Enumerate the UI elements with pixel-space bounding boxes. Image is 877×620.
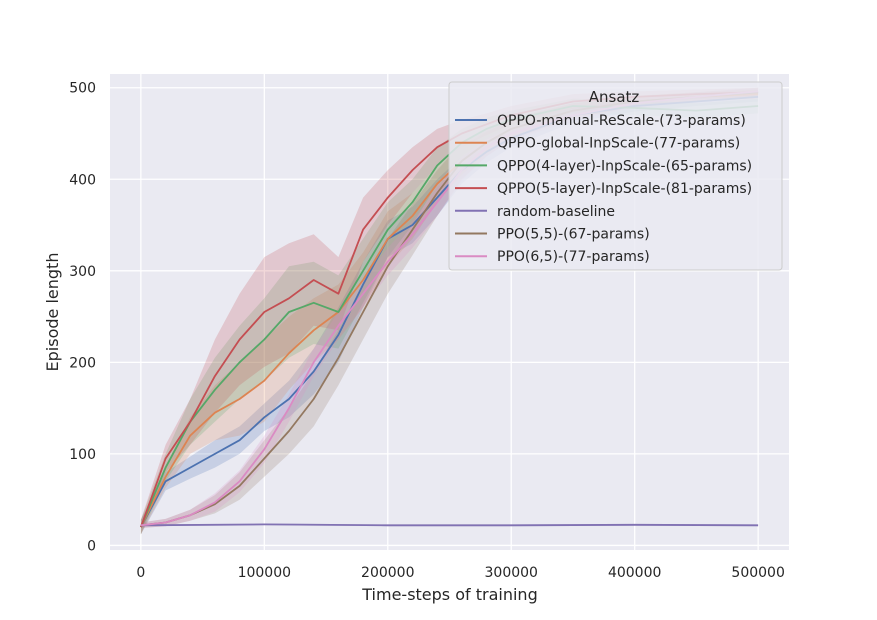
legend-label: PPO(5,5)-(67-params) <box>497 227 650 243</box>
y-tick-labels: 0 100 200 300 400 500 <box>69 81 96 555</box>
y-tick-label: 0 <box>87 538 96 554</box>
x-tick-label: 200000 <box>361 565 414 581</box>
legend-label: QPPO(5-layer)-InpScale-(81-params) <box>497 181 752 197</box>
y-tick-label: 500 <box>69 81 96 97</box>
legend-label: QPPO-global-InpScale-(77-params) <box>497 136 740 152</box>
y-axis-title: Episode length <box>43 253 62 372</box>
legend-label: random-baseline <box>497 204 615 220</box>
line-random-baseline <box>140 523 759 527</box>
legend-label: PPO(6,5)-(77-params) <box>497 249 650 265</box>
x-tick-label: 500000 <box>731 565 784 581</box>
band-ppo-5-5-67-params <box>140 87 759 528</box>
y-tick-label: 100 <box>69 447 96 463</box>
x-tick-label: 300000 <box>485 565 538 581</box>
y-tick-label: 300 <box>69 264 96 280</box>
legend: Ansatz QPPO-manual-ReScale-(73-params)QP… <box>448 81 783 271</box>
x-tick-labels: 0 100000 200000 300000 400000 500000 <box>136 565 784 581</box>
x-tick-label: 100000 <box>238 565 291 581</box>
x-axis-title: Time-steps of training <box>361 585 537 604</box>
band-qppo-4-layer-inpscale-65-params <box>140 98 759 535</box>
legend-title: Ansatz <box>589 88 640 106</box>
legend-box <box>448 81 783 271</box>
x-tick-label: 400000 <box>608 565 661 581</box>
legend-label: QPPO(4-layer)-InpScale-(65-params) <box>497 158 752 174</box>
legend-items: QPPO-manual-ReScale-(73-params) QPPO-glob… <box>455 113 752 265</box>
x-tick-label: 0 <box>136 565 145 581</box>
y-tick-label: 400 <box>69 172 96 188</box>
y-tick-label: 200 <box>69 355 96 371</box>
legend-label: QPPO-manual-ReScale-(73-params) <box>497 113 746 129</box>
